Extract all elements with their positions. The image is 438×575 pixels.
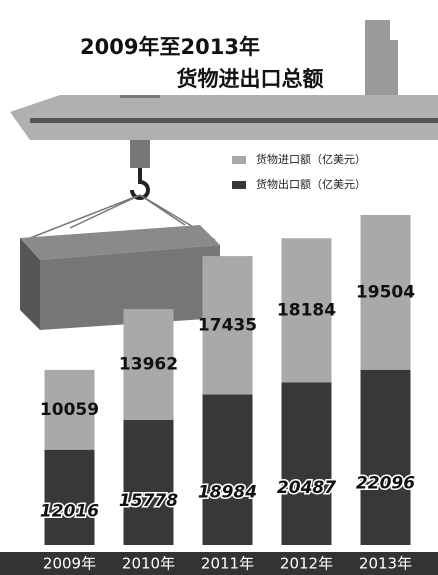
bar-segment	[360, 215, 411, 370]
x-tick-label: 2010年	[122, 555, 175, 573]
category-band	[0, 552, 438, 575]
x-tick-label: 2011年	[201, 555, 254, 573]
bar-segment	[123, 419, 174, 545]
bar-segment	[202, 394, 253, 545]
bar-segment	[281, 238, 332, 383]
x-tick-label: 2012年	[280, 555, 333, 573]
bar-segment	[281, 382, 332, 545]
bar-segment	[44, 369, 95, 450]
value-label: 17435	[198, 315, 257, 335]
value-label: 13962	[119, 354, 178, 374]
crane-hook	[24, 140, 216, 241]
bar-segment	[360, 369, 411, 545]
value-label: 10059	[40, 400, 99, 420]
legend-swatch	[232, 181, 246, 189]
container	[20, 225, 220, 330]
chart-subtitle: 货物进出口总额	[177, 67, 324, 91]
value-label: 19504	[356, 282, 415, 302]
value-label: 15778	[119, 491, 178, 511]
legend-swatch	[232, 156, 246, 164]
legend-label: 货物进口额（亿美元）	[256, 152, 366, 166]
x-tick-label: 2009年	[43, 555, 96, 573]
bar-segment	[44, 449, 95, 545]
ship	[10, 20, 438, 140]
value-label: 18984	[198, 482, 257, 502]
bar-segment	[123, 309, 174, 420]
value-label: 18184	[277, 300, 336, 320]
value-label: 20487	[277, 478, 336, 498]
value-label: 12016	[40, 502, 99, 522]
x-tick-label: 2013年	[359, 555, 412, 573]
bar-segment	[202, 256, 253, 395]
chart-title: 2009年至2013年	[80, 35, 260, 59]
value-label: 22096	[356, 474, 415, 494]
legend-label: 货物出口额（亿美元）	[256, 177, 366, 191]
